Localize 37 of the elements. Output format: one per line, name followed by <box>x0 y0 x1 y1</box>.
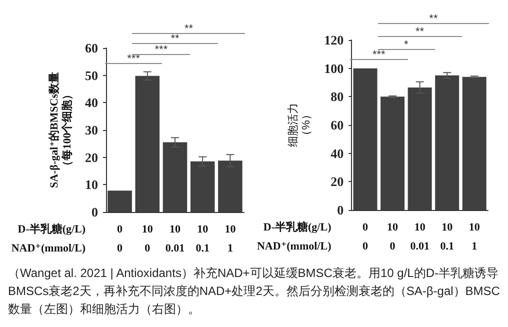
x-tick-label: 10 0.01 <box>165 224 185 254</box>
y-tick-label: 20 <box>85 150 98 165</box>
x-axis-title: D-半乳糖(g/L) NAD⁺(mmol/L) <box>11 222 86 254</box>
y-tick-label: 60 <box>330 118 344 132</box>
y-tick-label: 10 <box>85 177 98 192</box>
significance-bracket: ** <box>132 32 218 44</box>
significance-bracket: ** <box>132 23 246 34</box>
x-tick-label: 10 0 <box>142 224 154 254</box>
y-tick-label: 60 <box>85 40 98 56</box>
y-tick-label: 120 <box>324 32 344 48</box>
x-tick-label: 10 1 <box>224 224 236 254</box>
x-tick-label: 10 0.01 <box>410 222 430 252</box>
significance-bracket: ** <box>378 13 490 24</box>
y-tick-label: 100 <box>324 60 344 76</box>
y-tick-label: 40 <box>330 146 344 161</box>
y-tick-label: 50 <box>85 68 98 83</box>
x-tick-label: 10 0.1 <box>440 222 454 252</box>
y-tick-label: 0 <box>92 204 98 220</box>
x-tick-label: 0 0 <box>362 222 369 252</box>
y-axis-title: SA-β-gal⁺的BMSCs数量（每100个细胞） <box>48 72 74 188</box>
significance-bracket: ** <box>378 26 462 38</box>
y-tick-label: 80 <box>330 89 344 104</box>
x-axis-title: D-半乳糖(g/L) NAD⁺(mmol/L) <box>256 220 332 252</box>
significance-bracket: *** <box>104 53 162 64</box>
significance-bracket: *** <box>350 48 408 60</box>
y-tick-label: 30 <box>85 122 98 138</box>
x-tick-label: 0 0 <box>117 224 124 254</box>
x-tick-label: 10 0.1 <box>196 224 210 254</box>
x-tick-label: 10 0 <box>387 222 399 252</box>
y-tick-label: 0 <box>337 202 344 218</box>
y-tick-label: 40 <box>85 95 98 110</box>
significance-bracket: *** <box>132 44 190 55</box>
y-tick-label: 20 <box>330 174 344 190</box>
text: （Wanget al. 2021 | Antioxidants）补充NAD+可以延缓BMSC衰老。用10 g/L的D-半乳糖诱导BMSCs衰老2天，再补充不同浓度的NAD+处理2天。然后分别检测衰老的（SA-β-gal）BMSC数量（左图）和细胞活力（右图）。 <box>8 265 501 318</box>
significance-bracket: * <box>378 38 435 50</box>
y-axis-title: 细胞活力（%） <box>286 103 313 147</box>
x-tick-label: 10 1 <box>468 222 480 252</box>
